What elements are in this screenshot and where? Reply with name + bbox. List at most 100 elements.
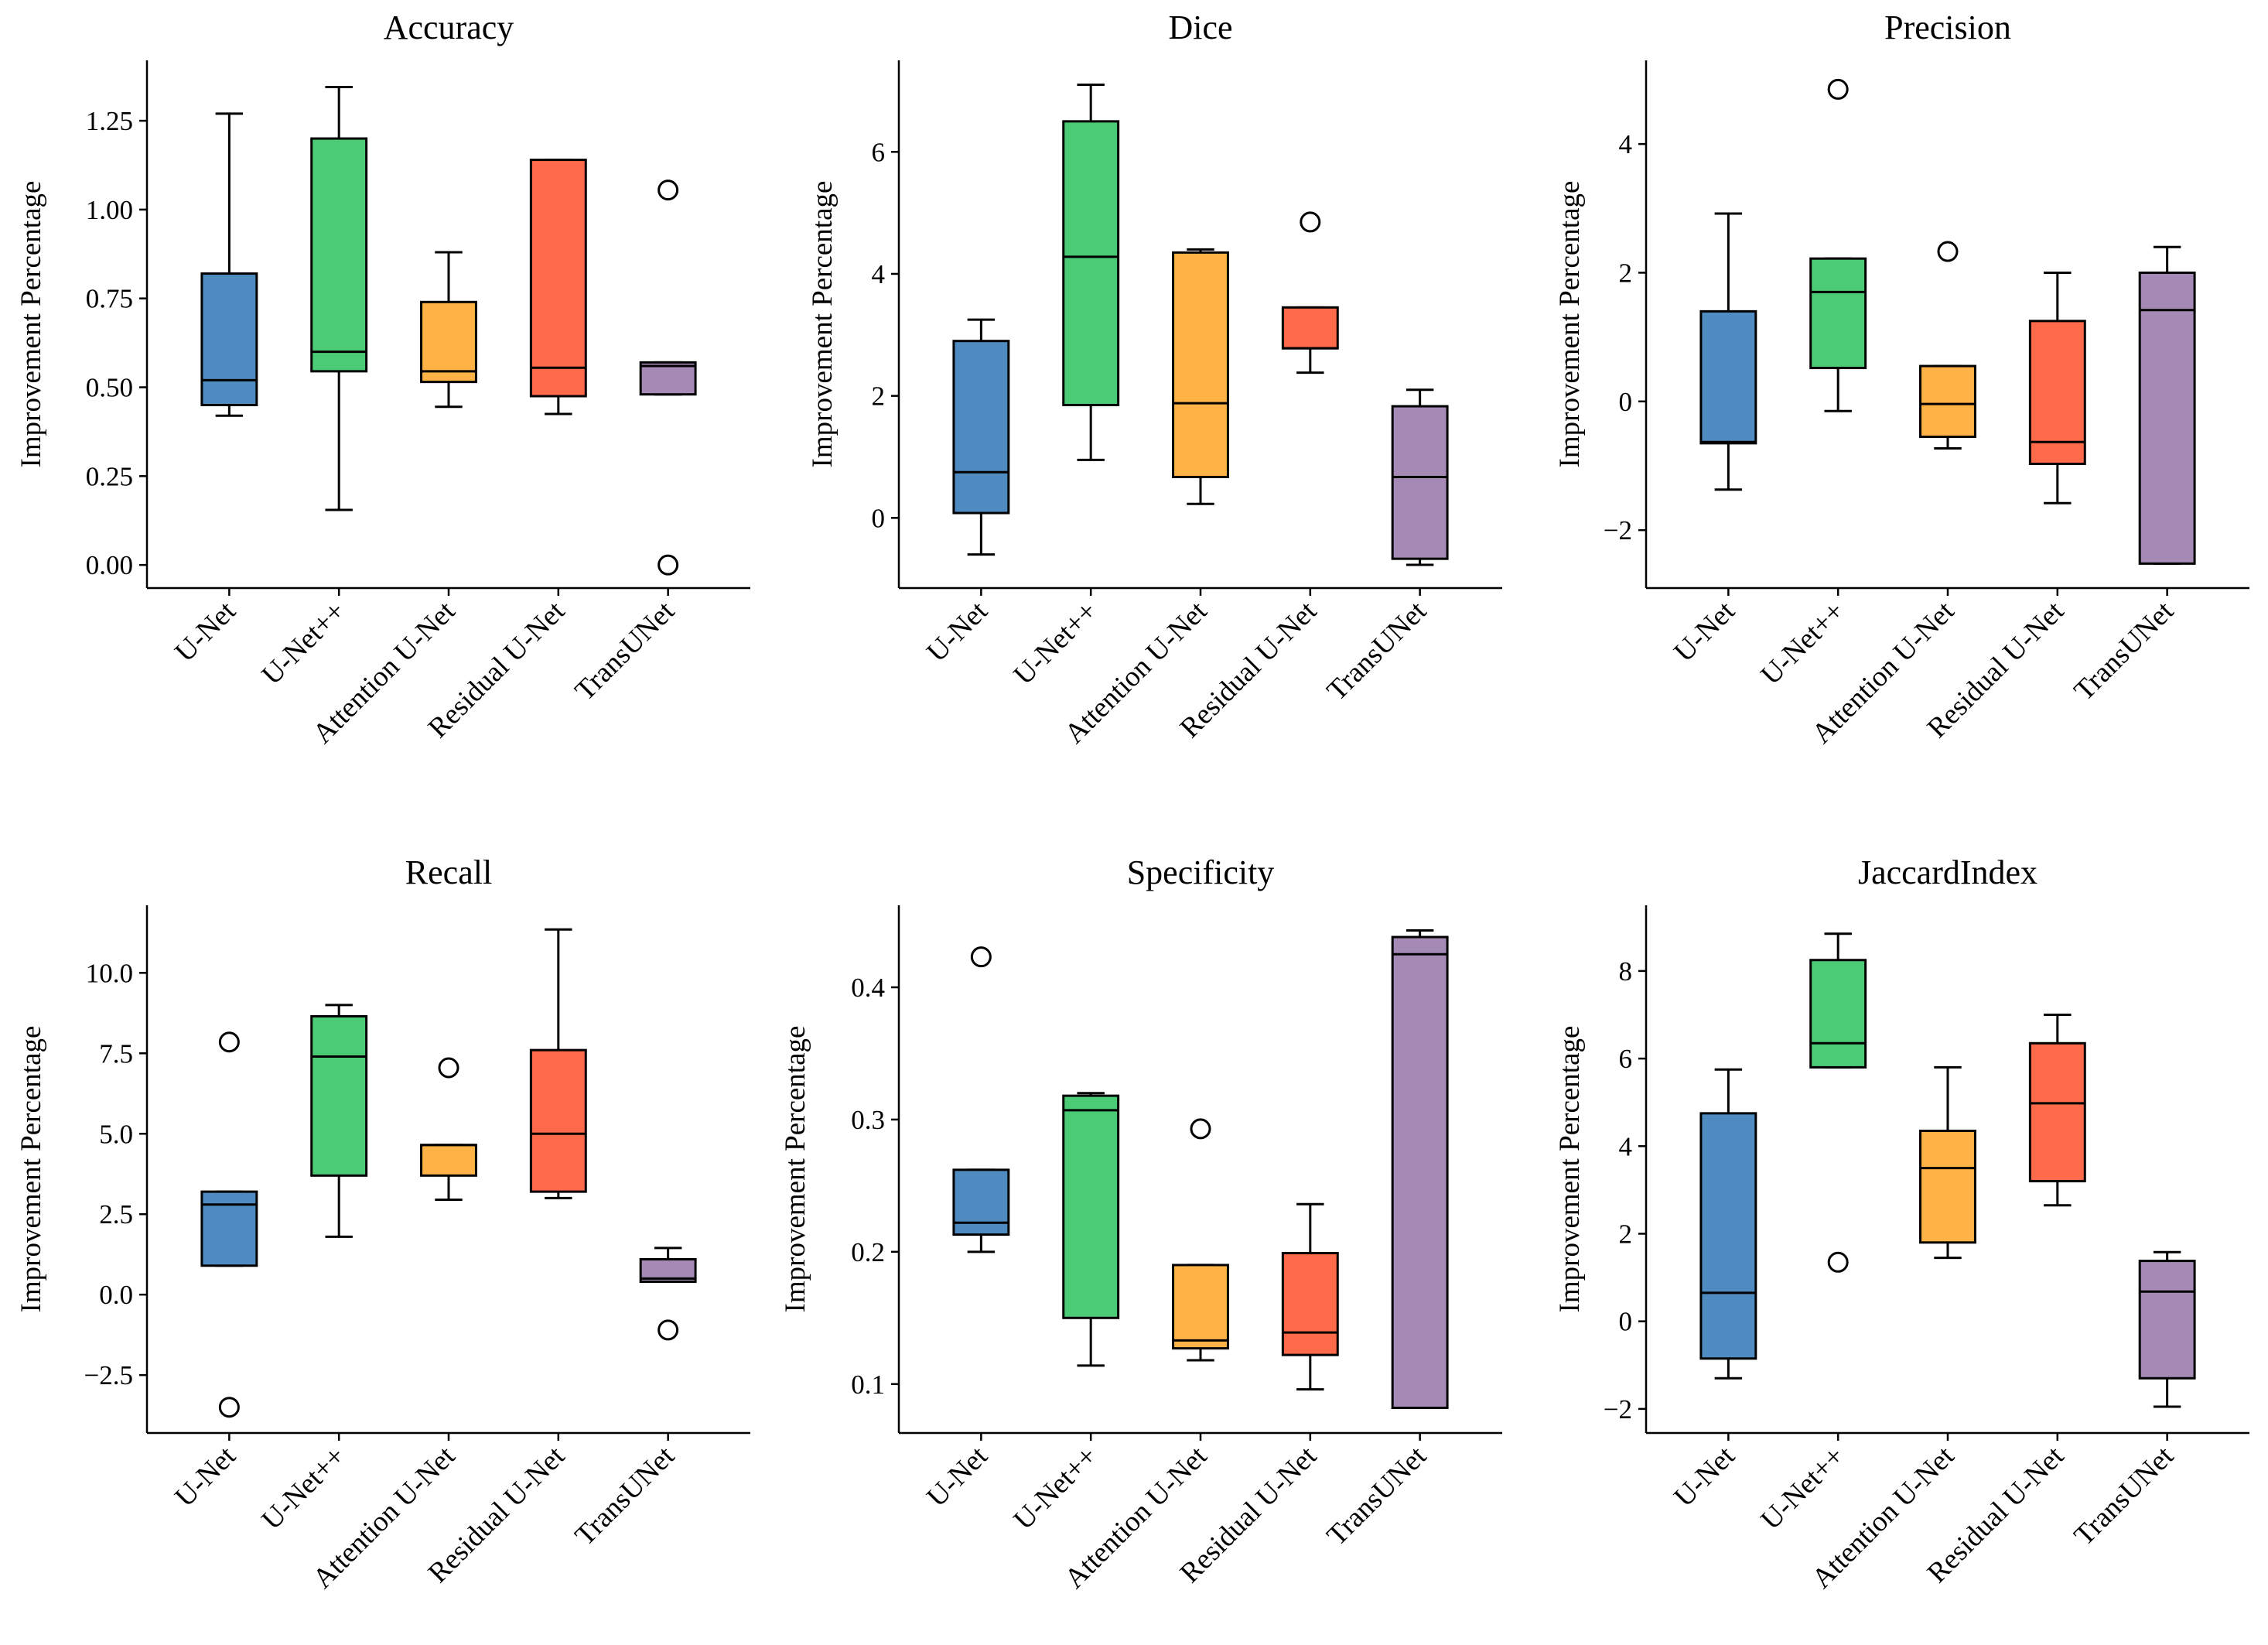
y-axis-label: Improvement Percentage	[780, 1026, 811, 1313]
x-tick-label: TransUNet	[2068, 595, 2181, 707]
y-tick-label: −2.5	[84, 1360, 134, 1390]
y-tick-label: 2	[1619, 1219, 1633, 1249]
y-tick-label: 0.00	[86, 550, 133, 580]
x-tick-label: U-Net	[169, 1440, 242, 1513]
x-tick-label: TransUNet	[1321, 1440, 1433, 1552]
x-tick-label: U-Net++	[1008, 595, 1104, 691]
y-tick-label: 2.5	[99, 1199, 133, 1229]
x-tick-label: U-Net	[1668, 595, 1741, 669]
x-tick-label: U-Net++	[1755, 1440, 1851, 1536]
y-tick-label: 1.00	[86, 195, 133, 225]
box-attention-u-net	[420, 1144, 477, 1177]
box-transunet	[639, 361, 697, 396]
box-residual-u-net	[1281, 1252, 1339, 1356]
x-tick-label: U-Net	[921, 1440, 994, 1513]
outlier-point	[658, 180, 679, 201]
box-transunet	[2138, 1260, 2196, 1380]
x-tick-label: U-Net++	[1008, 1440, 1104, 1536]
panel-title: Specificity	[1127, 853, 1275, 891]
outlier-point	[1827, 78, 1849, 100]
panel-recall: Recall Improvement Percentage −2.5 0.0 2.5…	[15, 853, 750, 1595]
box-u-net-	[1809, 959, 1867, 1069]
y-tick-label: 8	[1619, 956, 1633, 987]
y-tick-label: 0.0	[99, 1280, 133, 1310]
outlier-point	[970, 946, 992, 968]
box-u-net	[952, 1168, 1010, 1236]
box-u-net-	[1062, 1094, 1120, 1319]
y-axis-label: Improvement Percentage	[15, 181, 47, 468]
outlier-point	[438, 1057, 459, 1079]
panel-specificity: Specificity Improvement Percentage 0.1 0.…	[780, 853, 1502, 1595]
box-transunet	[1391, 405, 1449, 560]
box-residual-u-net	[529, 1048, 587, 1193]
y-tick-label: 6	[1619, 1044, 1633, 1074]
box-u-net-	[1809, 257, 1867, 370]
box-u-net-	[310, 137, 368, 373]
box-u-net	[1699, 1112, 1757, 1360]
box-attention-u-net	[1919, 364, 1976, 439]
y-tick-label: 6	[872, 137, 886, 167]
panel-title: Dice	[1168, 9, 1232, 46]
y-axis-label: Improvement Percentage	[807, 181, 839, 468]
y-tick-label: 7.5	[99, 1038, 133, 1069]
x-tick-label: U-Net	[1668, 1440, 1741, 1513]
plot-area: 0.10.20.30.4U-Net U-Net++Attention U-NetR…	[851, 905, 1502, 1595]
x-tick-label: TransUNet	[569, 1440, 681, 1552]
y-tick-label: 10.0	[86, 958, 133, 988]
panel-accuracy: Accuracy Improvement Percentage 0.00 0.25…	[15, 9, 750, 750]
x-tick-label: U-Net++	[1755, 595, 1851, 691]
y-axis-label: Improvement Percentage	[15, 1026, 47, 1313]
x-tick-label: TransUNet	[1321, 595, 1433, 707]
panel-title: Accuracy	[384, 9, 514, 46]
box-attention-u-net	[1172, 251, 1229, 479]
box-transunet	[1391, 935, 1449, 1410]
panel-precision: Precision Improvement Percentage −2 0 2 4 U-…	[1554, 9, 2249, 750]
y-tick-label: 1.25	[86, 106, 133, 136]
panel-title: JaccardIndex	[1858, 853, 2037, 891]
box-u-net	[952, 340, 1010, 515]
y-tick-label: 5.0	[99, 1119, 133, 1149]
y-tick-label: 4	[872, 259, 886, 289]
y-tick-label: 2	[1619, 258, 1633, 288]
y-tick-label: 0.2	[851, 1237, 885, 1267]
outlier-point	[1190, 1118, 1211, 1140]
y-tick-label: 0.75	[86, 284, 133, 314]
outlier-point	[1300, 211, 1321, 233]
outlier-point	[1827, 1251, 1849, 1273]
y-tick-label: 4	[1619, 1131, 1633, 1161]
y-tick-label: 0.1	[851, 1370, 885, 1400]
panel-title: Precision	[1884, 9, 2011, 46]
box-u-net	[200, 1190, 258, 1267]
y-tick-label: 4	[1619, 129, 1633, 159]
box-residual-u-net	[2028, 1041, 2086, 1183]
plot-area: −2.50.02.55.07.510.0U-Net U-Net++Attentio…	[84, 905, 750, 1595]
y-tick-label: 2	[872, 381, 886, 412]
y-tick-label: −2	[1604, 1394, 1632, 1424]
y-tick-label: −2	[1604, 515, 1632, 545]
box-u-net	[1699, 310, 1757, 445]
y-axis-label: Improvement Percentage	[1554, 1026, 1586, 1313]
plot-area: 0.000.250.500.751.001.25U-Net U-Net++Atte…	[86, 60, 750, 750]
y-tick-label: 0.25	[86, 461, 133, 491]
x-tick-label: TransUNet	[569, 595, 681, 707]
box-u-net	[200, 272, 258, 406]
y-tick-label: 0	[872, 503, 886, 533]
box-u-net-	[310, 1014, 368, 1177]
panel-dice: Dice Improvement Percentage 0 2 4 6 U-Net U-N…	[807, 9, 1502, 750]
box-u-net-	[1062, 120, 1120, 406]
y-tick-label: 0.3	[851, 1105, 885, 1135]
box-transunet	[2138, 271, 2196, 565]
box-attention-u-net	[420, 300, 477, 384]
y-tick-label: 0	[1619, 1307, 1633, 1337]
outlier-point	[218, 1397, 240, 1418]
x-tick-label: TransUNet	[2068, 1440, 2181, 1552]
x-tick-label: U-Net++	[256, 595, 352, 691]
outlier-point	[658, 554, 679, 576]
y-axis-label: Improvement Percentage	[1554, 181, 1586, 468]
box-attention-u-net	[1919, 1129, 1976, 1244]
y-tick-label: 0.50	[86, 373, 133, 403]
